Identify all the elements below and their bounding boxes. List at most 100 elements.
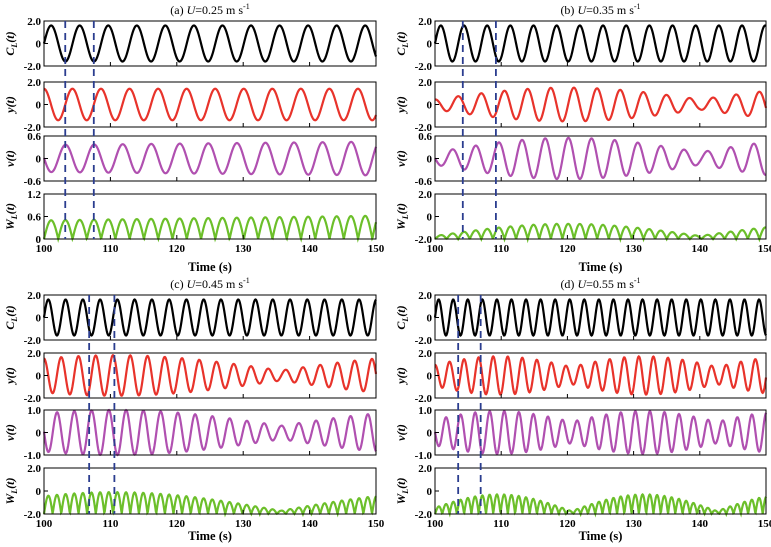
panel-c-series-2-line (43, 354, 378, 397)
panel-b-subplot-2: 2.0 0 -2.0 y(t) (394, 77, 768, 134)
x-tick-label: 110 (493, 518, 509, 530)
panel-d-series-2-line (434, 355, 768, 396)
panel-c: (c) U=0.45 m s-1 2.0 0 -2.0 CL(t) 2.0 0 -2.0 y(t… (3, 276, 385, 543)
y-tick-label: 2.0 (27, 16, 41, 28)
x-tick-label: 100 (427, 243, 444, 255)
y-tick-label: 2.0 (418, 348, 432, 360)
panel-c-series-4-line (42, 490, 377, 518)
y-tick-label: -2.0 (415, 393, 433, 405)
panel-b-series-4-line (434, 222, 767, 244)
y-tick-label: 0 (36, 371, 42, 383)
x-tick-label: 150 (758, 518, 771, 530)
y-tick-label: 2.0 (418, 189, 432, 201)
panel-c-title: (c) U=0.45 m s-1 (170, 276, 249, 291)
y-tick-label: 0 (36, 234, 42, 246)
y-tick-label: -2.0 (24, 509, 42, 521)
panel-a-ylabel-1: CL(t) (3, 31, 19, 55)
panel-d: (d) U=0.55 m s-1 2.0 0 -2.0 CL(t) 2.0 0 -2.0 y(t… (394, 276, 771, 543)
y-tick-label: 0 (427, 371, 433, 383)
panel-a: (a) U=0.25 m s-1 2.0 0 -2.0 CL(t) 2.0 0 -2.0 y(t… (3, 2, 385, 274)
y-tick-label: -2.0 (415, 234, 433, 246)
panel-c-ylabel-2: y(t) (3, 367, 17, 386)
y-tick-label: -0.6 (24, 176, 42, 188)
panel-b-ylabel-4: WL(t) (394, 203, 410, 230)
y-tick-label: -2.0 (415, 509, 433, 521)
y-tick-label: 2.0 (418, 16, 432, 28)
panel-c-subplot-4: 2.0 0 -2.0 WL(t) (3, 463, 377, 521)
y-tick-label: 0 (427, 39, 433, 51)
y-tick-label: -2.0 (24, 335, 42, 347)
panel-d-subplot-2: 2.0 0 -2.0 y(t) (394, 348, 768, 405)
x-tick-label: 150 (758, 243, 771, 255)
panel-b-ylabel-3: v(t) (394, 150, 408, 167)
y-tick-label: 0 (427, 486, 433, 498)
panel-d-subplot-3: 1.0 0 -1.0 v(t) (394, 405, 768, 462)
x-tick-label: 120 (169, 518, 186, 530)
y-tick-label: -0.6 (415, 176, 433, 188)
y-tick-label: 2.0 (418, 77, 432, 89)
panel-c-subplot-3: 1.0 0 -1.0 v(t) (3, 405, 377, 462)
panel-d-series-4-line (433, 493, 767, 518)
y-tick-label: 0 (36, 486, 42, 498)
y-tick-label: 1.2 (27, 189, 41, 201)
y-tick-label: 0 (36, 154, 42, 166)
panel-a-ylabel-4: WL(t) (3, 203, 19, 230)
x-tick-label: 140 (301, 518, 318, 530)
panel-c-xlabel: Time (s) (188, 529, 232, 543)
x-tick-label: 130 (625, 243, 642, 255)
y-tick-label: 0.6 (418, 131, 432, 143)
panel-a-series-3-line (42, 140, 378, 177)
panel-c-subplot-1: 2.0 0 -2.0 CL(t) (3, 290, 377, 347)
x-tick-label: 110 (102, 518, 118, 530)
panel-c-series-3-line (42, 408, 377, 457)
x-tick-label: 150 (368, 243, 385, 255)
y-tick-label: 0 (427, 100, 433, 112)
y-tick-label: -1.0 (415, 450, 433, 462)
panel-d-series-3-line (433, 409, 768, 456)
panel-a-series-1-line (42, 24, 378, 63)
y-tick-label: -2.0 (415, 335, 433, 347)
y-tick-label: -1.0 (24, 450, 42, 462)
panel-b-subplot-3: 0.6 0 -0.6 v(t) (394, 131, 767, 188)
y-tick-label: 2.0 (27, 290, 41, 302)
y-tick-label: 2.0 (27, 463, 41, 475)
y-tick-label: 1.0 (418, 405, 432, 417)
x-tick-label: 130 (625, 518, 642, 530)
x-tick-label: 120 (169, 243, 186, 255)
panel-a-title: (a) U=0.25 m s-1 (170, 2, 249, 17)
x-tick-label: 120 (559, 243, 576, 255)
y-tick-label: 0.6 (27, 212, 41, 224)
y-tick-label: 0 (36, 39, 42, 51)
x-tick-label: 100 (427, 518, 444, 530)
y-tick-label: 0 (427, 154, 433, 166)
panel-b-subplot-1: 2.0 0 -2.0 CL(t) (394, 16, 767, 73)
panel-c-ylabel-1: CL(t) (3, 305, 19, 329)
y-tick-label: 0.6 (27, 131, 41, 143)
y-tick-label: 0 (427, 313, 433, 325)
panel-d-ylabel-2: y(t) (394, 367, 408, 386)
panel-a-series-2-line (43, 87, 378, 122)
panel-d-title: (d) U=0.55 m s-1 (560, 276, 640, 291)
panel-a-subplot-3: 0.6 0 -0.6 v(t) (3, 131, 378, 188)
y-tick-label: 0 (36, 313, 42, 325)
panel-a-xlabel: Time (s) (188, 260, 232, 274)
y-tick-label: 0 (36, 100, 42, 112)
x-tick-label: 130 (235, 243, 252, 255)
panel-b-title: (b) U=0.35 m s-1 (560, 2, 640, 17)
panel-a-ylabel-2: y(t) (3, 96, 17, 115)
x-tick-label: 140 (692, 518, 709, 530)
y-tick-label: 0 (427, 212, 433, 224)
panel-a-subplot-4: 1.2 0.6 0 WL(t) (3, 189, 378, 246)
panel-b-subplot-4: 2.0 0 -2.0 WL(t) (394, 189, 767, 246)
y-tick-label: -2.0 (24, 61, 42, 73)
x-tick-label: 120 (559, 518, 576, 530)
x-tick-label: 130 (235, 518, 252, 530)
panel-d-ylabel-3: v(t) (394, 424, 408, 441)
x-tick-label: 110 (493, 243, 509, 255)
panel-b-series-2-line (434, 86, 768, 123)
panel-b-ylabel-1: CL(t) (394, 31, 410, 55)
panel-c-subplot-2: 2.0 0 -2.0 y(t) (3, 348, 378, 405)
panel-b-subplot-2-frame (434, 81, 767, 128)
panel-d-xlabel: Time (s) (579, 529, 623, 543)
panel-d-series-1-line (433, 298, 767, 337)
